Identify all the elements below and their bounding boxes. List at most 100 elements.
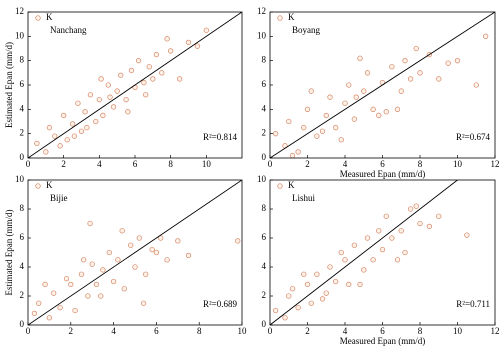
point: [364, 70, 371, 76]
point: [272, 131, 279, 137]
y-tick-label: 12: [15, 6, 24, 16]
point: [175, 238, 181, 244]
point: [194, 43, 201, 49]
point: [272, 307, 279, 314]
point: [357, 281, 363, 288]
point: [93, 281, 100, 288]
point: [185, 39, 192, 46]
point: [110, 278, 117, 285]
point: [413, 45, 419, 52]
point: [75, 100, 81, 106]
y-tick-label: 2: [262, 128, 267, 138]
point: [370, 106, 376, 112]
station-name: Bijie: [50, 193, 68, 203]
point: [164, 257, 170, 263]
point: [121, 286, 127, 292]
r-squared: R²=0.674: [456, 132, 491, 142]
point: [319, 296, 326, 302]
point: [93, 118, 99, 125]
point: [473, 82, 479, 88]
legend-marker: [35, 183, 41, 189]
point: [304, 106, 311, 112]
point: [132, 264, 138, 270]
identity-line: [270, 12, 495, 158]
point: [100, 112, 106, 119]
y-tick-label: 6: [262, 232, 267, 242]
point: [426, 223, 433, 230]
point: [57, 143, 63, 149]
x-axis-label: Measured Epan (mm/d): [340, 336, 425, 346]
point: [436, 76, 442, 82]
x-tick-label: 2: [69, 326, 74, 336]
point: [128, 67, 135, 74]
point: [87, 220, 93, 227]
x-tick-label: 8: [418, 159, 423, 169]
x-tick-label: 6: [154, 326, 159, 336]
point: [482, 33, 489, 39]
legend-label: K: [46, 12, 53, 22]
r-squared: R²=0.711: [456, 299, 490, 309]
y-tick-label: 0: [262, 152, 267, 162]
point: [159, 70, 165, 76]
point: [402, 58, 408, 64]
y-tick-label: 12: [257, 6, 266, 16]
point: [332, 278, 339, 285]
point: [314, 271, 320, 277]
y-tick-label: 6: [262, 79, 267, 89]
x-tick-label: 10: [238, 326, 248, 336]
point: [357, 55, 363, 61]
points: [34, 27, 209, 155]
y-axis-label: Estimated Epan (mm/d): [4, 42, 14, 128]
point: [31, 310, 38, 317]
point: [164, 36, 170, 42]
point: [376, 228, 382, 234]
plot-frame: [27, 179, 243, 326]
point: [153, 51, 160, 58]
point: [323, 290, 329, 296]
point: [150, 76, 156, 82]
point: [361, 267, 367, 273]
y-axis-label: Estimated Epan (mm/d): [4, 210, 14, 296]
legend-marker: [277, 183, 283, 189]
point: [123, 96, 129, 103]
point: [105, 82, 111, 88]
point: [364, 235, 371, 241]
point: [286, 118, 292, 125]
y-tick-label: 0: [20, 319, 25, 329]
point: [389, 64, 395, 70]
point: [464, 232, 470, 238]
y-tick-label: 0: [20, 152, 25, 162]
point: [125, 109, 131, 115]
y-tick-label: 4: [262, 261, 267, 271]
point: [332, 124, 339, 131]
point: [84, 124, 90, 131]
point: [314, 133, 320, 139]
x-tick-label: 2: [61, 159, 66, 169]
point: [295, 149, 301, 155]
identity-line: [28, 12, 242, 158]
panel: 0 2 4 6 8 10 0 2 4 6 8 10 K Bijie R²=0.689 Estimated Ep…: [4, 174, 247, 336]
point: [235, 238, 241, 244]
point: [168, 48, 174, 54]
point: [69, 121, 76, 127]
x-tick-label: 4: [343, 326, 348, 336]
x-tick-label: 6: [380, 326, 385, 336]
point: [301, 271, 307, 277]
point: [370, 257, 376, 263]
point: [376, 112, 382, 119]
x-tick-label: 2: [305, 326, 310, 336]
legend-label: K: [46, 180, 53, 190]
point: [100, 267, 106, 273]
y-tick-label: 2: [20, 290, 25, 300]
point: [96, 96, 102, 103]
point: [379, 246, 386, 253]
x-tick-label: 6: [380, 159, 385, 169]
point: [338, 137, 344, 143]
point: [143, 92, 149, 98]
y-tick-label: 10: [15, 30, 25, 40]
point: [413, 203, 419, 209]
identity-line: [270, 180, 458, 325]
x-tick-label: 6: [133, 159, 138, 169]
point: [110, 104, 117, 110]
point: [301, 124, 307, 131]
